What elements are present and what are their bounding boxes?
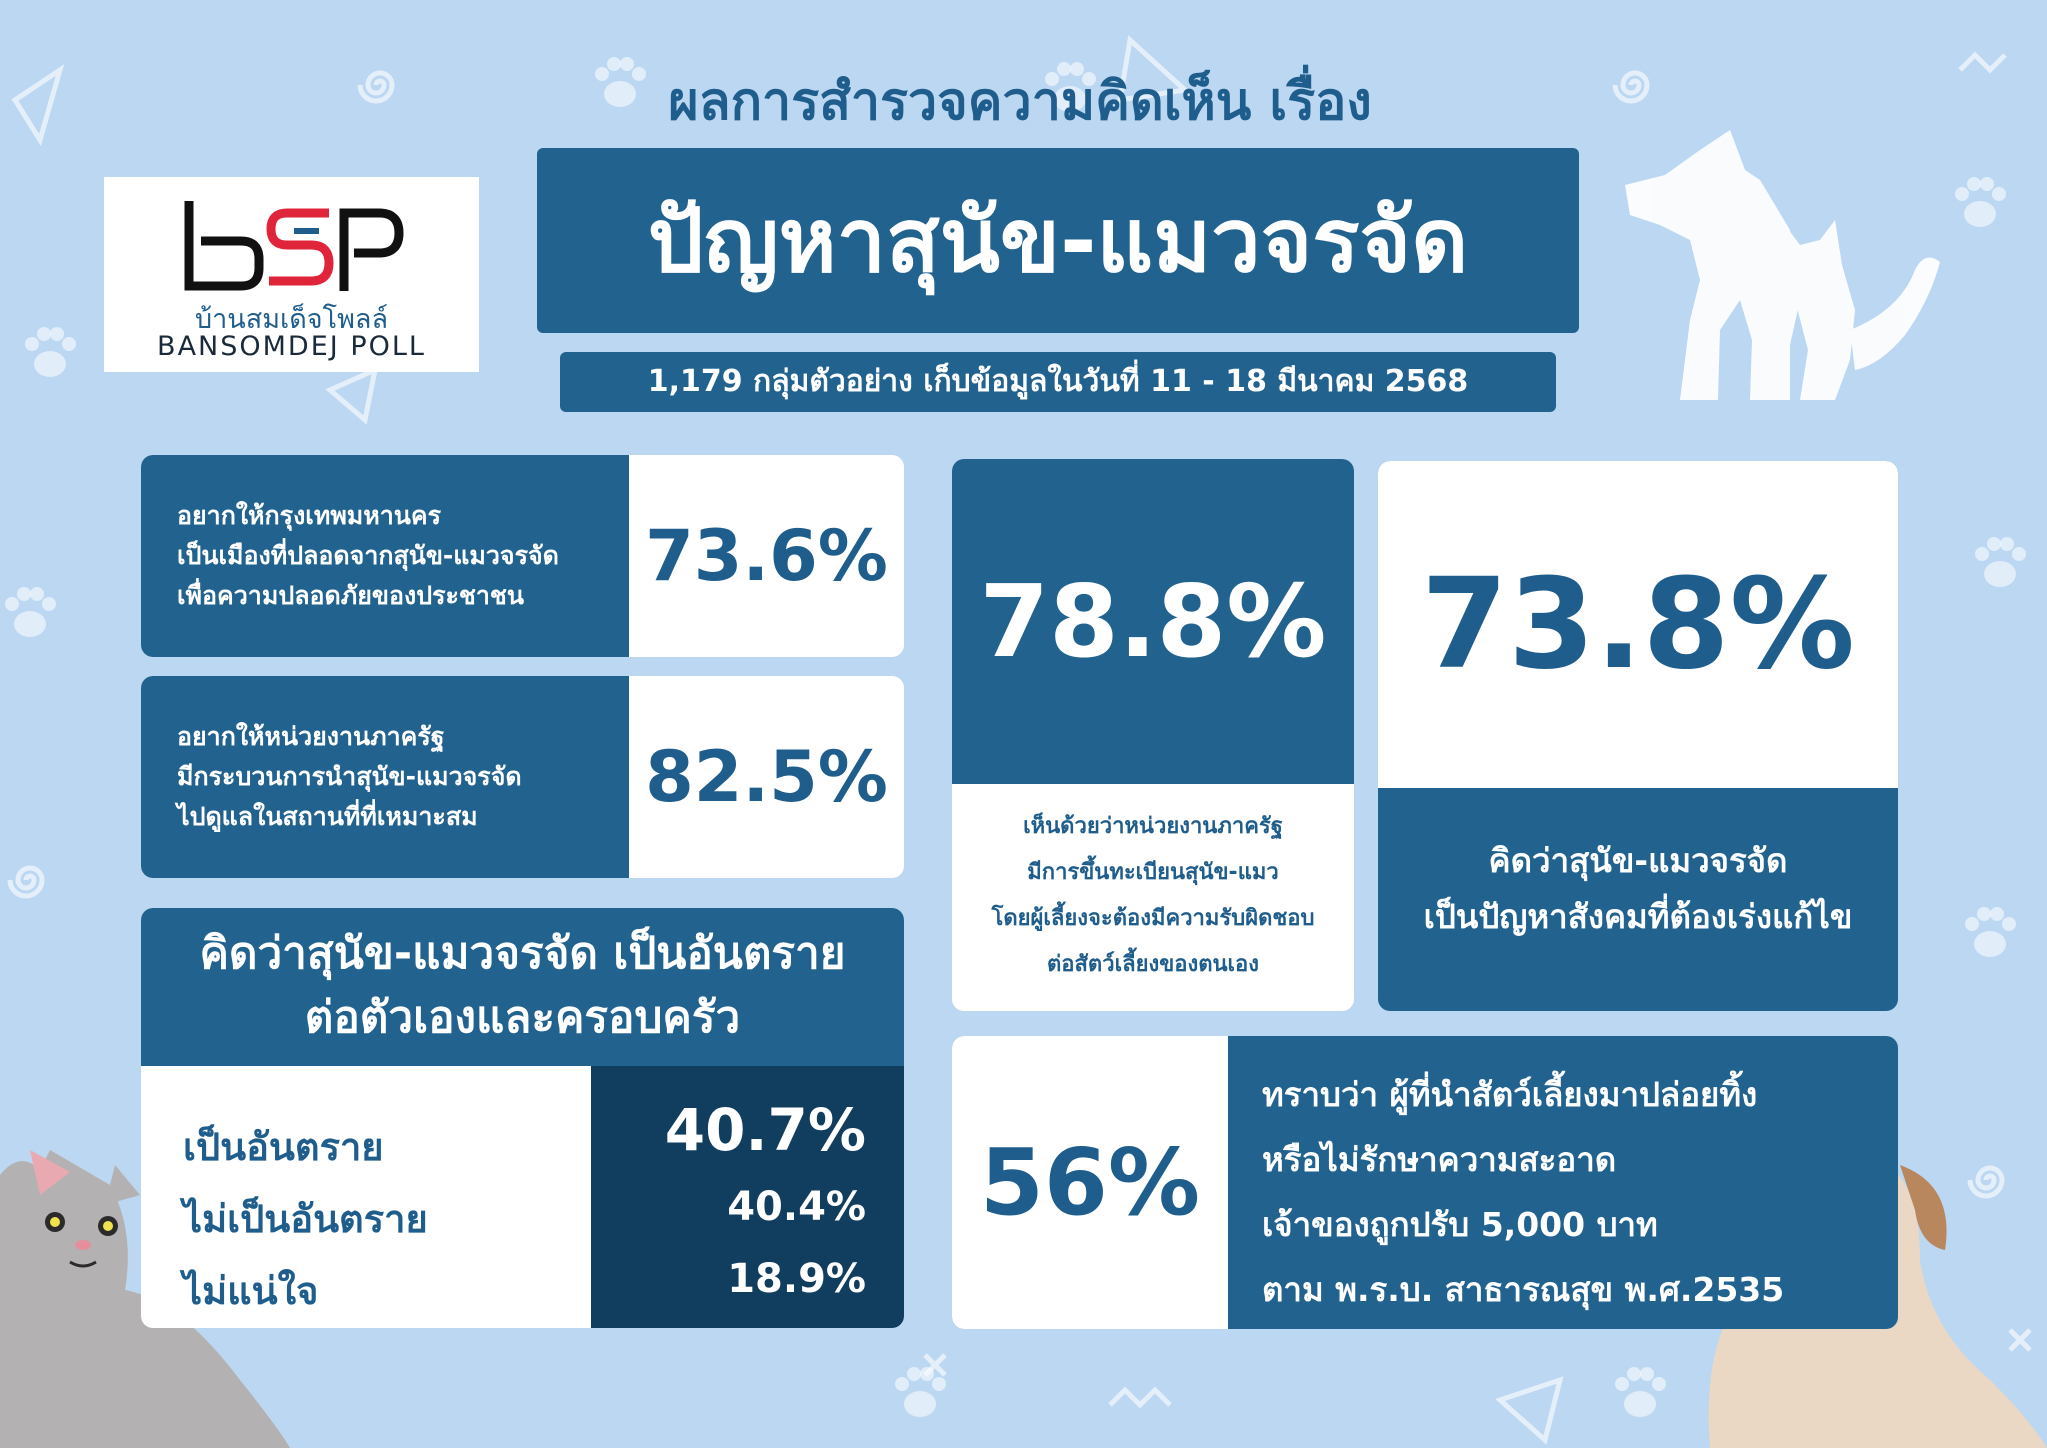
danger-row-label: ไม่แน่ใจ [183, 1269, 319, 1313]
social-problem-text: คิดว่าสุนัข-แมวจรจัด เป็นปัญหาสังคมที่ต้… [1378, 788, 1898, 1011]
paw-icon [1965, 907, 2016, 957]
cross-icon [923, 1353, 947, 1377]
fine-line: หรือไม่รักษาความสะอาด [1262, 1140, 1617, 1179]
swirl-icon [1970, 1168, 2002, 1196]
paw-icon [1955, 177, 2006, 227]
danger-opinion-card: คิดว่าสุนัข-แมวจรจัด เป็นอันตราย ต่อตัวเ… [141, 908, 904, 1328]
bsp-logo: บ้านสมเด็จโพลล์ BANSOMDEJ POLL [104, 177, 479, 372]
registration-value: 78.8% [952, 459, 1354, 784]
registration-card: 78.8% เห็นด้วยว่าหน่วยงานภาครัฐ มีการขึ้… [952, 459, 1354, 1011]
stat-label-line: เป็นเมืองที่ปลอดจากสุนัข-แมวจรจัด [177, 541, 559, 570]
social-problem-line: คิดว่าสุนัข-แมวจรจัด [1488, 841, 1788, 880]
swirl-icon [360, 73, 392, 101]
stat-label-line: มีกระบวนการนำสุนัข-แมวจรจัด [177, 762, 522, 791]
danger-row-value: 18.9% [727, 1256, 866, 1302]
danger-row-label: เป็นอันตราย [183, 1125, 384, 1169]
registration-line: เห็นด้วยว่าหน่วยงานภาครัฐ [1023, 814, 1283, 839]
paw-icon [1615, 1367, 1666, 1417]
triangle-icon [11, 64, 65, 147]
registration-line: โดยผู้เลี้ยงจะต้องมีความรับผิดชอบ [991, 906, 1315, 931]
stat-card-relocation: อยากให้หน่วยงานภาครัฐ มีกระบวนการนำสุนัข… [141, 676, 904, 878]
survey-heading: ผลการสำรวจความคิดเห็น เรื่อง [668, 72, 1372, 132]
swirl-icon [10, 868, 42, 896]
stat-label-line: อยากให้กรุงเทพมหานคร [177, 501, 442, 530]
stat-card-label: อยากให้หน่วยงานภาครัฐ มีกระบวนการนำสุนัข… [141, 676, 629, 878]
triangle-icon [325, 365, 379, 425]
cross-icon [2008, 1328, 2032, 1352]
danger-title: คิดว่าสุนัข-แมวจรจัด เป็นอันตราย ต่อตัวเ… [141, 908, 904, 1066]
stat-value: 73.6% [645, 515, 888, 597]
registration-text: เห็นด้วยว่าหน่วยงานภาครัฐ มีการขึ้นทะเบี… [952, 784, 1354, 1011]
danger-values: 40.7% 40.4% 18.9% [591, 1066, 904, 1328]
fine-line: เจ้าของถูกปรับ 5,000 บาท [1262, 1205, 1658, 1244]
danger-title-line: ต่อตัวเองและครอบครัว [304, 992, 741, 1043]
logo-thai-name: บ้านสมเด็จโพลล์ [194, 304, 388, 335]
paw-icon [25, 327, 76, 377]
fine-line: ตาม พ.ร.บ. สาธารณสุข พ.ศ.2535 [1262, 1270, 1785, 1309]
zigzag-icon [1958, 51, 2007, 74]
fine-text: ทราบว่า ผู้ที่นำสัตว์เลี้ยงมาปล่อยทิ้ง ห… [1262, 1062, 1878, 1322]
triangle-icon [1495, 1376, 1564, 1445]
registration-line: ต่อสัตว์เลี้ยงของตนเอง [1047, 952, 1259, 977]
bsp-logo-mark [184, 201, 404, 291]
social-problem-line: เป็นปัญหาสังคมที่ต้องเร่งแก้ไข [1423, 897, 1853, 936]
paw-icon [1975, 537, 2026, 587]
swirl-icon [1615, 73, 1647, 101]
stat-value: 82.5% [645, 736, 888, 818]
sample-info-badge: 1,179 กลุ่มตัวอย่าง เก็บข้อมูลในวันที่ 1… [560, 352, 1556, 412]
fine-line: ทราบว่า ผู้ที่นำสัตว์เลี้ยงมาปล่อยทิ้ง [1262, 1075, 1758, 1114]
danger-row-label: ไม่เป็นอันตราย [183, 1197, 428, 1241]
stat-label-line: เพื่อความปลอดภัยของประชาชน [177, 581, 524, 610]
stat-card-label: อยากให้กรุงเทพมหานคร เป็นเมืองที่ปลอดจาก… [141, 455, 629, 657]
stat-card-bangkok-free: อยากให้กรุงเทพมหานคร เป็นเมืองที่ปลอดจาก… [141, 455, 904, 657]
registration-line: มีการขึ้นทะเบียนสุนัข-แมว [1027, 860, 1279, 885]
paw-icon [895, 1367, 946, 1417]
fine-awareness-card: 56% ทราบว่า ผู้ที่นำสัตว์เลี้ยงมาปล่อยทิ… [952, 1036, 1898, 1329]
logo-english-name: BANSOMDEJ POLL [157, 331, 426, 362]
stat-label-line: ไปดูแลในสถานที่ที่เหมาะสม [177, 802, 478, 831]
danger-row-value: 40.7% [664, 1096, 866, 1164]
danger-labels: เป็นอันตราย ไม่เป็นอันตราย ไม่แน่ใจ [141, 1066, 591, 1328]
social-problem-card: 73.8% คิดว่าสุนัข-แมวจรจัด เป็นปัญหาสังค… [1378, 461, 1898, 1011]
zigzag-icon [1108, 1386, 1172, 1409]
fine-value: 56% [952, 1036, 1228, 1329]
page-title: ปัญหาสุนัข-แมวจรจัด [537, 148, 1579, 333]
social-problem-value: 73.8% [1378, 461, 1898, 788]
stat-label-line: อยากให้หน่วยงานภาครัฐ [177, 722, 445, 751]
dog-cat-silhouette-icon [1625, 130, 1940, 400]
paw-icon [5, 587, 56, 637]
danger-title-line: คิดว่าสุนัข-แมวจรจัด เป็นอันตราย [199, 928, 846, 979]
danger-row-value: 40.4% [727, 1184, 866, 1230]
